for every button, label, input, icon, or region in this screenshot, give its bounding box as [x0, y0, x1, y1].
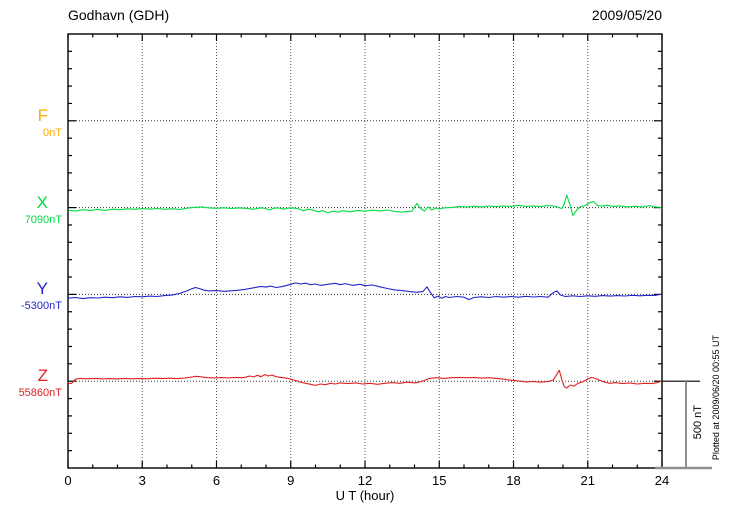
- x-tick-label: 18: [506, 473, 521, 488]
- trace-Z: [67, 369, 663, 389]
- x-tick-label: 21: [580, 473, 595, 488]
- component-letter-F: F: [37, 105, 48, 125]
- station-title: Godhavn (GDH): [68, 7, 170, 23]
- x-tick-label: 0: [64, 473, 72, 488]
- component-baseline-value-Z: 55860nT: [18, 387, 62, 400]
- x-tick-label: 12: [357, 473, 373, 488]
- x-tick-label: 3: [138, 473, 146, 488]
- x-tick-label: 6: [212, 473, 221, 488]
- x-tick-label: 15: [432, 473, 447, 488]
- component-letter-X: X: [36, 192, 48, 212]
- observation-date: 2009/05/20: [591, 7, 662, 23]
- x-tick-label: 9: [287, 473, 295, 488]
- scale-bar-label: 500 nT: [692, 405, 704, 440]
- trace-X: [67, 194, 663, 217]
- component-baseline-value-X: 7090nT: [24, 213, 62, 226]
- component-baseline-value-F: 0nT: [43, 126, 62, 139]
- trace-Y: [67, 282, 663, 301]
- component-letter-Y: Y: [36, 279, 48, 299]
- component-letter-Z: Z: [37, 366, 48, 386]
- x-axis-label: U T (hour): [335, 488, 395, 503]
- plotted-at-note: Plotted at 2009/06/20 00:55 UT: [711, 335, 721, 461]
- x-tick-label: 24: [654, 473, 670, 488]
- component-baseline-value-Y: -5300nT: [21, 300, 62, 313]
